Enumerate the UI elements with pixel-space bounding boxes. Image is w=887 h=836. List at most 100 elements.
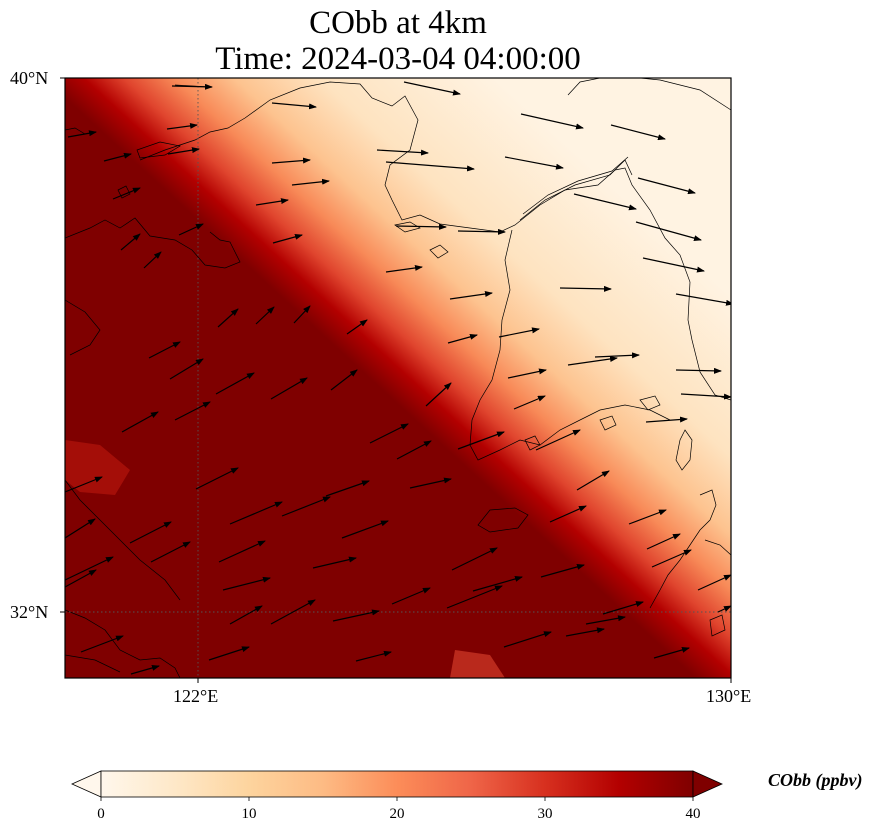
wind-arrow xyxy=(675,293,731,306)
wind-arrow xyxy=(549,505,587,523)
colorbar-tick-30: 30 xyxy=(537,806,553,822)
wind-arrow xyxy=(395,223,447,230)
wind-arrow xyxy=(610,124,666,141)
wind-arrow xyxy=(341,520,389,539)
wind-arrow xyxy=(446,585,503,609)
wind-arrow xyxy=(396,440,432,460)
wind-arrow xyxy=(169,358,204,380)
wind-arrow xyxy=(535,429,581,451)
wind-arrow xyxy=(229,605,263,625)
wind-arrow xyxy=(451,547,498,571)
wind-arrow xyxy=(103,152,132,162)
colorbar-extend-max xyxy=(692,770,723,798)
wind-arrow xyxy=(391,587,431,605)
wind-arrow xyxy=(208,646,250,661)
wind-arrow xyxy=(513,395,546,410)
wind-arrow xyxy=(504,156,564,170)
concentration-hotspot-south xyxy=(450,650,505,678)
wind-arrow xyxy=(255,306,275,325)
wind-arrow xyxy=(653,647,690,659)
wind-arrow xyxy=(385,264,423,273)
wind-arrow xyxy=(507,368,547,379)
wind-arrow xyxy=(385,161,475,172)
graticule xyxy=(65,78,731,678)
wind-arrow xyxy=(680,393,731,400)
wind-arrow xyxy=(65,556,114,581)
wind-arrow xyxy=(120,233,141,251)
wind-arrow xyxy=(635,221,702,242)
lat-label-40n: 40°N xyxy=(10,68,49,88)
map-plot-area xyxy=(65,78,731,678)
axis-ticks xyxy=(60,77,732,683)
wind-arrow xyxy=(559,285,612,292)
colorbar-tick-40: 40 xyxy=(685,806,701,822)
wind-arrow xyxy=(576,470,610,491)
wind-arrow xyxy=(215,372,255,395)
wind-arrow xyxy=(178,223,204,236)
wind-arrow xyxy=(642,257,705,273)
wind-arrow xyxy=(697,574,731,591)
wind-arrow xyxy=(130,665,160,675)
colorbar-label: CObb (ppbv) xyxy=(768,770,863,790)
wind-arrow xyxy=(520,113,584,130)
wind-arrow xyxy=(675,367,722,374)
wind-arrow xyxy=(594,352,640,359)
wind-arrow xyxy=(65,569,97,588)
wind-arrow xyxy=(270,599,316,625)
colorbar-gradient xyxy=(100,770,694,798)
wind-arrow xyxy=(602,601,644,615)
wind-arrow xyxy=(503,631,552,648)
wind-arrow xyxy=(425,382,452,407)
wind-arrow xyxy=(112,187,141,200)
wind-arrow xyxy=(291,178,330,186)
wind-arrow xyxy=(717,605,731,613)
colorbar xyxy=(71,770,723,801)
wind-arrow xyxy=(457,431,505,450)
colorbar-tick-10: 10 xyxy=(241,806,257,822)
wind-arrow xyxy=(80,635,124,653)
wind-arrow xyxy=(195,467,239,490)
wind-arrow xyxy=(565,627,605,637)
wind-arrow xyxy=(637,177,696,195)
wind-arrow xyxy=(651,549,692,568)
wind-arrow xyxy=(270,377,308,400)
wind-arrow xyxy=(148,341,181,359)
wind-arrow xyxy=(222,576,271,591)
concentration-field xyxy=(65,78,731,678)
wind-arrow xyxy=(330,369,358,391)
map-frame xyxy=(64,77,732,679)
wind-arrow xyxy=(573,193,637,211)
lat-label-32n: 32°N xyxy=(10,602,49,622)
wind-arrow xyxy=(65,518,96,539)
colorbar-extend-min xyxy=(71,770,102,798)
wind-arrow xyxy=(166,122,198,130)
colorbar-tick-20: 20 xyxy=(389,806,405,822)
wind-arrow xyxy=(272,233,303,244)
wind-arrow xyxy=(628,509,667,525)
wind-arrow xyxy=(271,157,311,164)
wind-arrow xyxy=(403,81,461,96)
wind-arrow xyxy=(255,198,289,206)
wind-arrow xyxy=(271,102,317,110)
wind-arrow xyxy=(355,650,392,662)
map-subtitle-time: Time: 2024-03-04 04:00:00 xyxy=(215,41,581,77)
wind-arrow xyxy=(281,496,331,517)
wind-arrow xyxy=(540,563,585,578)
wind-arrow xyxy=(150,541,191,563)
wind-arrow xyxy=(646,533,681,550)
wind-arrow xyxy=(409,477,452,489)
wind-arrow xyxy=(498,327,540,338)
wind-arrow xyxy=(472,576,523,592)
wind-arrow xyxy=(293,305,311,324)
lon-label-122e: 122°E xyxy=(173,686,219,706)
concentration-hotspot xyxy=(65,440,130,495)
lon-label-130e: 130°E xyxy=(706,686,752,706)
wind-arrow xyxy=(585,615,626,625)
wind-arrow xyxy=(447,333,478,344)
wind-arrow xyxy=(457,228,506,235)
wind-arrow xyxy=(332,609,380,622)
coastlines xyxy=(65,78,731,678)
wind-arrow xyxy=(67,130,97,138)
wind-arrow xyxy=(449,291,493,300)
